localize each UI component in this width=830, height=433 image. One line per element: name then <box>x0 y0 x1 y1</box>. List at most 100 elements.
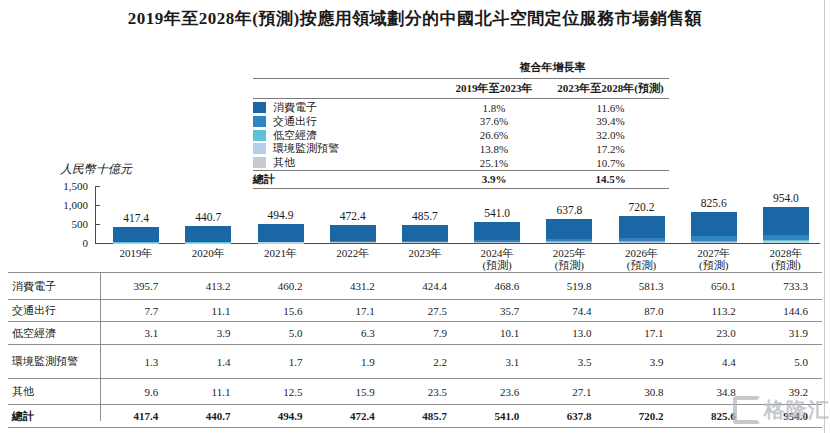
table-cell: 31.9 <box>750 327 822 339</box>
table-cell: 417.4 <box>100 410 172 422</box>
x-axis-label: 2021年 <box>244 247 316 271</box>
table-cell: 7.9 <box>389 327 461 339</box>
table-cell: 30.8 <box>605 386 677 398</box>
x-axis-year: 2023年 <box>389 247 461 259</box>
legend-swatch-2 <box>253 116 266 127</box>
bar-value-label: 637.8 <box>533 204 605 216</box>
table-cell: 1.9 <box>317 356 389 368</box>
bar-value-label: 485.7 <box>389 210 461 222</box>
table-cell: 35.7 <box>461 305 533 317</box>
bar-segment-消費電子 <box>258 224 304 241</box>
table-cell: 650.1 <box>678 280 750 292</box>
table-cell: 15.9 <box>317 386 389 398</box>
table-cell: 468.6 <box>461 280 533 292</box>
table-cell: 17.1 <box>317 305 389 317</box>
bar-column: 825.6 <box>678 160 750 243</box>
legend-label-cell: 低空經濟 <box>253 128 436 143</box>
x-axis-labels: 2019年2020年2021年2022年2023年2024年(預測)2025年(… <box>100 247 822 271</box>
table-cell: 5.0 <box>750 356 822 368</box>
table-cell: 413.2 <box>172 280 244 292</box>
bar <box>258 224 304 243</box>
bar-segment-消費電子 <box>763 207 809 235</box>
x-axis-label: 2024年(預測) <box>461 247 533 271</box>
cagr-value: 11.6% <box>552 102 669 114</box>
divider <box>253 78 669 79</box>
cagr-value: 39.4% <box>552 115 669 127</box>
table-cell: 3.5 <box>533 356 605 368</box>
table-cell: 23.5 <box>389 386 461 398</box>
x-axis-label: 2019年 <box>100 247 172 271</box>
bar-segment-消費電子 <box>402 225 448 241</box>
x-axis-year: 2028年 <box>750 247 822 259</box>
bar-segment-其他 <box>546 242 592 243</box>
bar-segment-其他 <box>330 242 376 243</box>
bar <box>402 225 448 243</box>
x-axis-year: 2019年 <box>100 247 172 259</box>
bar <box>691 212 737 243</box>
bar-column: 417.4 <box>100 160 172 243</box>
table-cell: 9.6 <box>100 386 172 398</box>
cagr-value: 1.8% <box>436 102 552 114</box>
table-cell: 541.0 <box>461 410 533 422</box>
x-axis-year: 2025年 <box>533 247 605 259</box>
cagr-column-headers: 2019年至2023年 2023年至2028年(預測) <box>253 80 669 97</box>
table-cell: 720.2 <box>605 410 677 422</box>
cagr-value: 32.0% <box>552 129 669 141</box>
bar-segment-消費電子 <box>546 219 592 239</box>
divider <box>253 98 669 99</box>
table-cell: 27.5 <box>389 305 461 317</box>
bar-column: 541.0 <box>461 160 533 243</box>
x-axis-label: 2020年 <box>172 247 244 271</box>
figure-page: 2019年至2028年(預測)按應用領域劃分的中國北斗空間定位服務市場銷售額 複… <box>0 0 830 433</box>
legend-label: 環境監測預警 <box>273 141 339 156</box>
watermark-text: 格隆汇 <box>764 396 830 424</box>
bar-value-label: 472.4 <box>317 210 389 222</box>
bar <box>474 222 520 243</box>
legend-label: 消費電子 <box>273 100 317 115</box>
table-cell: 2.2 <box>389 356 461 368</box>
table-cell: 23.6 <box>461 386 533 398</box>
table-cell: 494.9 <box>244 410 316 422</box>
table-row: 其他9.611.112.515.923.523.627.130.834.839.… <box>8 379 822 405</box>
table-cell: 13.0 <box>533 327 605 339</box>
x-axis-label: 2023年 <box>389 247 461 271</box>
gelonghui-logo-icon <box>733 396 761 424</box>
bar-segment-消費電子 <box>474 222 520 240</box>
bar-segment-其他 <box>691 242 737 243</box>
x-axis-forecast-note: (預測) <box>678 259 750 271</box>
legend-row: 低空經濟26.6%32.0% <box>253 128 669 142</box>
table-row-label: 低空經濟 <box>8 326 100 341</box>
table-cell: 3.1 <box>461 356 533 368</box>
table-cell: 1.7 <box>244 356 316 368</box>
table-cell: 15.6 <box>244 305 316 317</box>
bar-segment-消費電子 <box>619 216 665 238</box>
cagr-col1-header: 2019年至2023年 <box>436 80 552 97</box>
table-row: 環境監測預警1.31.41.71.92.23.13.53.94.45.0 <box>8 345 822 379</box>
bar-column: 472.4 <box>317 160 389 243</box>
watermark: 格隆汇 <box>733 396 830 424</box>
bar-column: 954.0 <box>750 160 822 243</box>
y-axis-line <box>95 186 96 243</box>
table-cell: 17.1 <box>605 327 677 339</box>
bar-value-label: 440.7 <box>172 211 244 223</box>
legend-label-cell: 交通出行 <box>253 114 436 129</box>
table-cell: 637.8 <box>533 410 605 422</box>
table-row: 交通出行7.711.115.617.127.535.774.487.0113.2… <box>8 300 822 322</box>
bar-segment-消費電子 <box>691 212 737 237</box>
table-cell: 581.3 <box>605 280 677 292</box>
table-row: 消費電子395.7413.2460.2431.2424.4468.6519.85… <box>8 272 822 300</box>
bar-value-label: 541.0 <box>461 207 533 219</box>
table-cell: 3.1 <box>100 327 172 339</box>
table-cell: 431.2 <box>317 280 389 292</box>
legend-row: 環境監測預警13.8%17.2% <box>253 141 669 155</box>
y-tick-label: 0 <box>30 237 88 249</box>
table-cell: 440.7 <box>172 410 244 422</box>
table-cell: 23.0 <box>678 327 750 339</box>
y-tick-label: 1,500 <box>30 180 88 192</box>
table-cell: 1.4 <box>172 356 244 368</box>
table-cell: 519.8 <box>533 280 605 292</box>
bar-segment-其他 <box>763 242 809 243</box>
legend-row: 交通出行37.6%39.4% <box>253 114 669 128</box>
table-row-label: 交通出行 <box>8 303 100 318</box>
bar-segment-消費電子 <box>113 227 159 242</box>
